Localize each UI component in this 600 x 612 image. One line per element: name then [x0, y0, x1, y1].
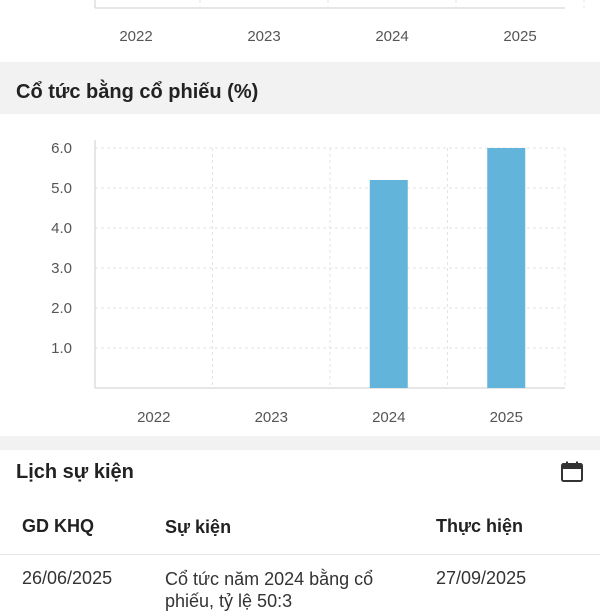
stock-dividend-header: Cổ tức bằng cổ phiếu (%)	[0, 70, 600, 114]
previous-chart-x-tick-label: 2025	[503, 28, 536, 45]
stock-dividend-chart-svg: 1.0 2.0 3.0 4.0 5.0 6.0 2022 2023 2024 2025	[51, 140, 566, 426]
y-tick-label: 4.0	[51, 220, 72, 237]
y-tick-label: 1.0	[51, 340, 72, 357]
section-divider	[0, 436, 600, 450]
bar-2025[interactable]	[487, 148, 526, 388]
column-header-event: Sự kiện	[165, 517, 232, 537]
x-tick-label: 2022	[137, 409, 170, 426]
previous-chart-x-tick-label: 2024	[375, 28, 408, 45]
events-table-header: GD KHQ Sự kiện Thực hiện	[0, 500, 600, 555]
y-tick-label: 5.0	[51, 180, 72, 197]
stock-dividend-title: Cổ tức bằng cổ phiếu (%)	[16, 80, 259, 103]
y-tick-label: 2.0	[51, 300, 72, 317]
event-ex-date: 26/06/2025	[22, 568, 113, 588]
previous-chart-x-tick-label: 2023	[247, 28, 280, 45]
previous-chart-svg: 2022 2023 2024 2025	[94, 0, 585, 45]
bar-2024[interactable]	[369, 180, 408, 388]
x-tick-label: 2024	[372, 409, 405, 426]
x-tick-label: 2025	[490, 409, 523, 426]
calendar-icon[interactable]	[560, 460, 584, 484]
y-tick-label: 3.0	[51, 260, 72, 277]
events-table: GD KHQ Sự kiện Thực hiện	[0, 500, 600, 555]
section-divider	[0, 62, 600, 70]
table-row[interactable]: 26/06/2025 Cổ tức năm 2024 bằng cổ phiếu…	[0, 500, 600, 611]
event-exec-date: 27/09/2025	[436, 568, 527, 588]
column-header-exec-date: Thực hiện	[436, 516, 524, 536]
column-header-ex-date: GD KHQ	[22, 516, 94, 536]
events-header: Lịch sự kiện	[0, 450, 600, 494]
events-title: Lịch sự kiện	[16, 460, 134, 483]
previous-chart: 2022 2023 2024 2025	[0, 0, 600, 62]
y-tick-label: 6.0	[51, 140, 72, 157]
stock-dividend-chart: 1.0 2.0 3.0 4.0 5.0 6.0 2022 2023 2024 2025	[0, 120, 600, 436]
x-tick-label: 2023	[255, 409, 288, 426]
previous-chart-x-tick-label: 2022	[119, 28, 152, 45]
event-description: Cổ tức năm 2024 bằng cổ phiếu, tỷ lệ 50:…	[165, 569, 374, 611]
